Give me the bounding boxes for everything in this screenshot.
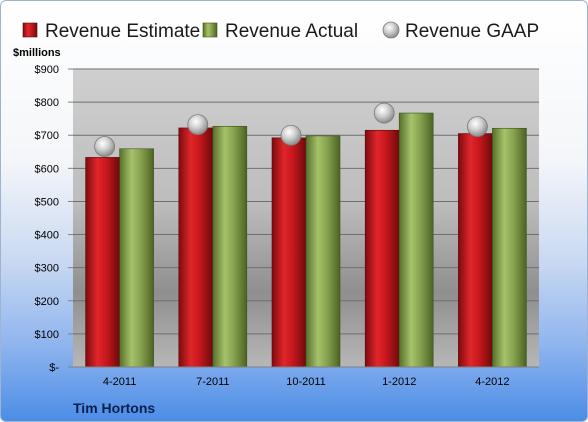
- y-tick-label: $900: [35, 64, 59, 76]
- legend-swatch: [22, 22, 38, 38]
- x-tick-label: 10-2011: [286, 376, 326, 388]
- bar-revenue-estimate: [85, 157, 120, 368]
- y-tick-label: $100: [35, 329, 59, 341]
- gaap-markers: [94, 102, 488, 157]
- legend: Revenue Estimate Revenue Actual Revenue GA…: [22, 21, 539, 42]
- legend-label: Revenue Actual: [225, 21, 358, 42]
- marker-revenue-gaap: [466, 116, 488, 138]
- legend-swatch: [382, 21, 400, 39]
- bar-revenue-actual: [305, 135, 341, 368]
- bar-revenue-estimate: [458, 133, 493, 368]
- y-tick-label: $600: [35, 163, 59, 175]
- x-axis-ticks: 4-2011 7-2011 10-2011 1-2012 4-2012: [103, 376, 510, 388]
- legend-label: Revenue GAAP: [405, 21, 539, 42]
- y-tick-label: $300: [35, 263, 59, 275]
- bar-revenue-actual: [398, 112, 434, 368]
- y-tick-label: $500: [35, 196, 59, 208]
- y-axis-units-label: $millions: [13, 47, 61, 59]
- y-tick-label: $800: [35, 97, 59, 109]
- bar-revenue-estimate: [271, 137, 307, 368]
- x-tick-label: 4-2011: [103, 376, 136, 388]
- y-axis-ticks: $- $100 $200 $300 $400 $500 $600 $700 $800 $900: [35, 64, 73, 374]
- bar-revenue-actual: [212, 125, 248, 368]
- x-tick-label: 7-2011: [196, 376, 229, 388]
- legend-label: Revenue Estimate: [45, 21, 200, 42]
- marker-revenue-gaap: [373, 102, 395, 124]
- bar-revenue-actual: [119, 148, 154, 368]
- marker-revenue-gaap: [94, 136, 115, 157]
- marker-revenue-gaap: [280, 124, 302, 146]
- y-tick-label: $400: [35, 230, 59, 242]
- company-label: Tim Hortons: [73, 400, 155, 416]
- y-tick-label: $200: [35, 296, 59, 308]
- legend-swatch: [202, 22, 218, 38]
- y-tick-label: $-: [49, 362, 59, 374]
- bars: [85, 112, 527, 368]
- bar-revenue-estimate: [178, 127, 214, 368]
- bar-revenue-estimate: [364, 129, 400, 368]
- x-tick-label: 1-2012: [382, 376, 416, 388]
- y-tick-label: $700: [35, 130, 59, 142]
- x-tick-label: 4-2012: [475, 376, 509, 388]
- marker-revenue-gaap: [187, 114, 209, 136]
- bar-revenue-actual: [492, 127, 527, 368]
